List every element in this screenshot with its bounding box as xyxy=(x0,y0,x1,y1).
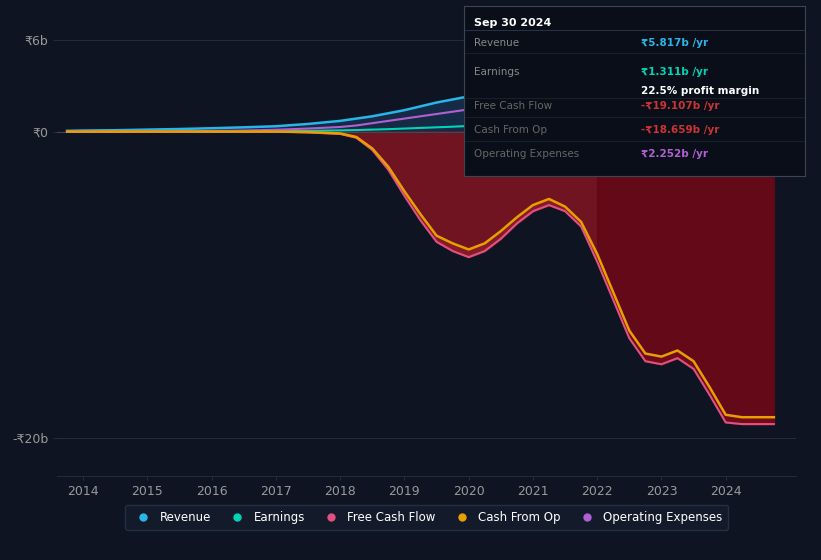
Point xyxy=(768,92,781,101)
Text: ₹2.252b /yr: ₹2.252b /yr xyxy=(641,149,708,159)
Text: -₹19.107b /yr: -₹19.107b /yr xyxy=(641,101,719,111)
Text: Revenue: Revenue xyxy=(474,38,519,48)
Text: ₹5.817b /yr: ₹5.817b /yr xyxy=(641,38,709,48)
Legend: Revenue, Earnings, Free Cash Flow, Cash From Op, Operating Expenses: Revenue, Earnings, Free Cash Flow, Cash … xyxy=(126,505,728,530)
Text: 22.5% profit margin: 22.5% profit margin xyxy=(641,86,759,96)
Text: Sep 30 2024: Sep 30 2024 xyxy=(474,17,552,27)
Text: Cash From Op: Cash From Op xyxy=(474,125,547,135)
Point xyxy=(768,38,781,47)
Text: -₹18.659b /yr: -₹18.659b /yr xyxy=(641,125,719,135)
Text: Earnings: Earnings xyxy=(474,67,520,77)
Text: ₹1.311b /yr: ₹1.311b /yr xyxy=(641,67,708,77)
Text: Free Cash Flow: Free Cash Flow xyxy=(474,101,553,111)
Text: Operating Expenses: Operating Expenses xyxy=(474,149,580,159)
Point xyxy=(768,107,781,116)
